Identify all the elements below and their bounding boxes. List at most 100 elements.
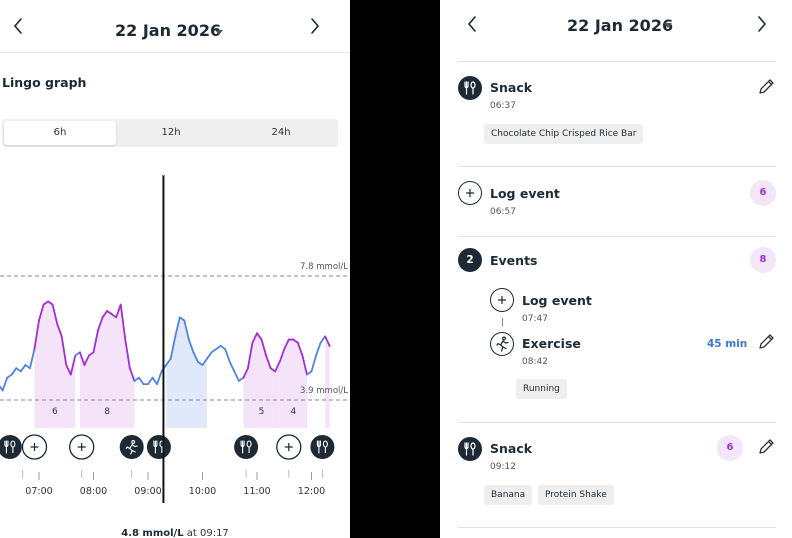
- glucose-segment-45: [201, 357, 208, 366]
- glucose-segment-72: [324, 335, 331, 347]
- score-band-3: [279, 339, 307, 428]
- glucose-segment-35: [156, 370, 163, 386]
- caret-down-icon[interactable]: [215, 30, 223, 35]
- glucose-segment-42: [187, 338, 195, 354]
- panel-divider: [350, 0, 440, 538]
- pencil-icon: [759, 334, 774, 349]
- cursor-value: 4.8 mmol/L: [121, 528, 184, 538]
- time-range-selector: 6h 12h 24h: [2, 119, 338, 147]
- entry-time: 09:12: [490, 462, 516, 472]
- glucose-segment-62: [278, 348, 286, 363]
- glucose-segment-29: [128, 367, 136, 382]
- x-tick-label-2: 09:00: [134, 486, 161, 497]
- glucose-segment-0: [0, 385, 4, 392]
- glucose-segment-59: [265, 354, 272, 370]
- meal-icon: [234, 435, 259, 459]
- glucose-segment-7: [29, 348, 36, 370]
- glucose-segment-39: [174, 316, 181, 338]
- next-day-button-right[interactable]: [748, 12, 776, 40]
- score-label-0: 6: [52, 407, 58, 417]
- glucose-segment-21: [92, 329, 99, 354]
- glucose-segment-19: [83, 354, 90, 366]
- glucose-segment-10: [42, 300, 49, 306]
- sub-entry-time: 08:42: [522, 357, 548, 367]
- glucose-segment-5: [19, 364, 27, 373]
- pencil-icon: [759, 79, 774, 94]
- date-header-right: 22 Jan 2026: [440, 0, 792, 52]
- cursor-readout: 4.8 mmol/L at 09:17: [0, 528, 350, 538]
- x-tick-label-1: 08:00: [80, 486, 107, 497]
- list-divider: [458, 166, 776, 167]
- edit-snack-2-button[interactable]: [755, 436, 777, 458]
- glucose-segment-69: [310, 354, 317, 373]
- edit-snack-1-button[interactable]: [755, 76, 777, 98]
- score-label-3: 4: [290, 407, 296, 417]
- date-selector-right[interactable]: 22 Jan 2026: [567, 16, 674, 35]
- date-selector[interactable]: 22 Jan 2026: [115, 21, 222, 40]
- glucose-segment-41: [183, 319, 190, 341]
- range-tab-12h[interactable]: 12h: [161, 127, 181, 138]
- add-log-icon: [458, 181, 482, 205]
- x-tick-label-5: 12:00: [298, 486, 325, 497]
- list-divider: [458, 236, 776, 237]
- previous-day-button[interactable]: [4, 12, 32, 40]
- glucose-segment-53: [237, 376, 245, 382]
- event-list-panel: 22 Jan 2026 Snack 06:37 Chocolate Chip C…: [440, 0, 792, 538]
- date-header: 22 Jan 2026: [0, 0, 350, 53]
- glucose-segment-24: [106, 310, 113, 316]
- glucose-segment-38: [169, 335, 177, 360]
- threshold-label-1: 3.9 mmol/L: [300, 386, 348, 396]
- glucose-segment-50: [224, 348, 231, 363]
- event-count-badge: 2: [458, 248, 482, 272]
- score-badge: 8: [750, 247, 776, 273]
- previous-day-button-right[interactable]: [458, 12, 486, 40]
- caret-down-icon[interactable]: [664, 23, 672, 28]
- meal-icon: [458, 437, 482, 461]
- glucose-segment-13: [56, 322, 63, 338]
- score-band-0: [34, 301, 76, 428]
- sub-entry-title: Exercise: [522, 336, 581, 351]
- edit-exercise-button[interactable]: [755, 331, 777, 353]
- glucose-segment-71: [319, 335, 327, 344]
- graph-title: Lingo graph: [2, 75, 87, 90]
- meal-icon: [0, 435, 22, 459]
- glucose-segment-1: [1, 376, 9, 392]
- glucose-segment-26: [115, 303, 122, 319]
- list-divider: [458, 527, 776, 528]
- glucose-segment-37: [165, 357, 172, 366]
- glucose-segment-56: [251, 332, 258, 344]
- glucose-segment-52: [233, 370, 240, 382]
- chevron-right-icon: [311, 18, 320, 34]
- score-band-1: [79, 304, 135, 428]
- glucose-segment-63: [283, 338, 290, 351]
- exercise-duration: 45 min: [707, 338, 748, 350]
- log-event-icon: [276, 434, 302, 460]
- entry-title: Snack: [490, 441, 533, 456]
- glucose-segment-34: [151, 376, 158, 386]
- glucose-segment-2: [6, 373, 13, 379]
- score-label-1: 8: [104, 407, 110, 417]
- glucose-graph[interactable]: 7.8 mmol/L 3.9 mmol/L 6 8 5 4 07:00 08:00 09:00 1…: [0, 0, 350, 538]
- glucose-segment-67: [301, 354, 308, 376]
- range-tab-24h[interactable]: 24h: [271, 127, 291, 138]
- glucose-segment-47: [210, 348, 218, 354]
- glucose-segment-44: [197, 360, 204, 366]
- food-tag: Banana: [484, 485, 533, 505]
- glucose-segment-48: [215, 345, 222, 351]
- pencil-icon: [759, 439, 774, 454]
- score-band-2: [243, 333, 280, 428]
- next-day-button[interactable]: [301, 12, 329, 40]
- threshold-label-0: 7.8 mmol/L: [300, 262, 348, 272]
- food-tag: Chocolate Chip Crisped Rice Bar: [484, 124, 644, 144]
- glucose-segment-49: [219, 345, 227, 351]
- glucose-segment-68: [306, 370, 313, 376]
- graph-panel: 22 Jan 2026 Lingo graph 6h 12h 24h 7.8 m…: [0, 0, 350, 538]
- glucose-segment-16: [69, 354, 77, 376]
- range-tab-6h[interactable]: 6h: [4, 121, 116, 145]
- glucose-segment-14: [60, 335, 68, 366]
- x-tick-label-0: 07:00: [25, 486, 52, 497]
- glucose-segment-58: [260, 338, 267, 357]
- glucose-segment-66: [296, 341, 304, 357]
- glucose-segment-30: [133, 376, 140, 382]
- glucose-segment-22: [97, 316, 104, 331]
